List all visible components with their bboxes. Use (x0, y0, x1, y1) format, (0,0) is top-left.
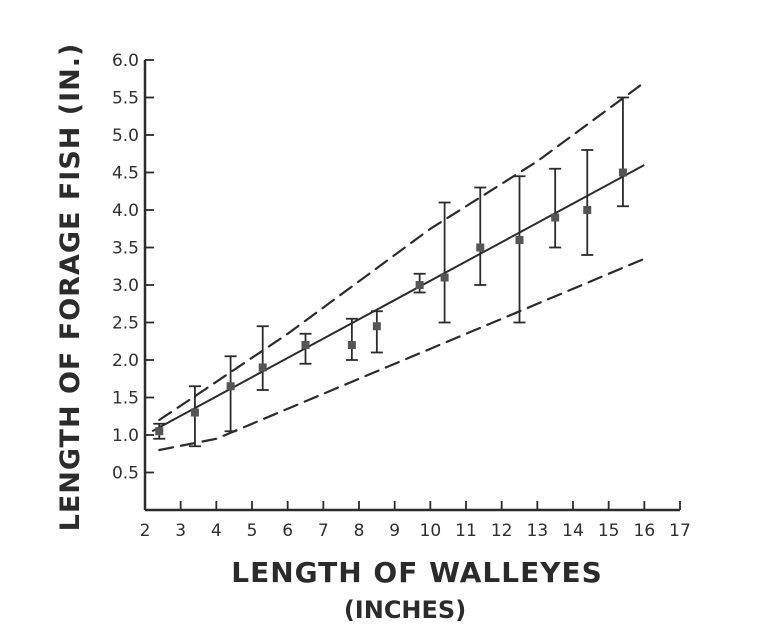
data-point (583, 206, 592, 214)
x-axis-subtitle: (INCHES) (344, 596, 466, 624)
data-point (155, 427, 164, 436)
data-point (372, 322, 381, 331)
y-axis-title: LENGTH OF FORAGE FISH (IN.) (55, 43, 86, 532)
data-point (515, 236, 524, 244)
y-tick-label: 2.0 (112, 351, 139, 371)
y-tick-label: 1.0 (112, 426, 139, 446)
x-tick-label: 15 (598, 521, 620, 541)
x-tick-label: 2 (140, 521, 151, 541)
x-tick-label: 11 (455, 521, 477, 541)
y-tick-label: 5.0 (112, 126, 139, 146)
x-tick-label: 9 (389, 521, 400, 541)
x-axis-ticks: 2 3 4 5 6 7 8 9 10 11 12 13 14 15 16 17 (140, 501, 691, 541)
y-tick-label: 6.0 (112, 51, 139, 71)
y-axis-ticks: 0.5 1.0 1.5 2.0 2.5 3.0 3.5 4.0 4.5 5.0 5.5 6.0 (112, 51, 154, 484)
data-point (618, 168, 627, 177)
y-tick-label: 5.5 (112, 89, 139, 109)
data-point (226, 382, 235, 391)
error-bars (153, 96, 629, 448)
data-points (155, 168, 627, 436)
axes (143, 60, 680, 512)
x-tick-label: 8 (354, 521, 365, 541)
x-axis-title: LENGTH OF WALLEYES (231, 556, 603, 589)
y-tick-label: 2.5 (112, 314, 139, 334)
regression-line-group (151, 164, 645, 433)
upper-envelope-line (158, 81, 646, 422)
x-tick-label: 3 (175, 521, 186, 541)
y-tick-label: 3.0 (112, 276, 139, 296)
x-tick-label: 10 (420, 521, 442, 541)
x-tick-label: 6 (282, 521, 293, 541)
regression-line (151, 164, 645, 433)
data-point (258, 363, 267, 372)
confidence-envelopes (158, 81, 646, 452)
x-tick-label: 17 (669, 521, 691, 541)
data-point (190, 408, 199, 417)
data-point (551, 213, 560, 222)
y-tick-label: 1.5 (112, 389, 139, 409)
x-tick-label: 7 (318, 521, 329, 541)
data-point (347, 341, 356, 349)
data-point (476, 243, 485, 252)
y-tick-label: 0.5 (112, 464, 139, 484)
y-tick-label: 4.5 (112, 164, 139, 184)
x-tick-label: 14 (562, 521, 584, 541)
data-point (440, 273, 449, 282)
data-point (301, 341, 310, 349)
lower-envelope-line (158, 257, 646, 452)
x-tick-label: 13 (527, 521, 549, 541)
x-tick-label: 16 (634, 521, 656, 541)
y-tick-label: 4.0 (112, 201, 139, 221)
x-tick-label: 4 (211, 521, 222, 541)
x-tick-label: 5 (247, 521, 258, 541)
y-tick-label: 3.5 (112, 239, 139, 259)
x-tick-label: 12 (491, 521, 513, 541)
data-point (415, 281, 424, 289)
